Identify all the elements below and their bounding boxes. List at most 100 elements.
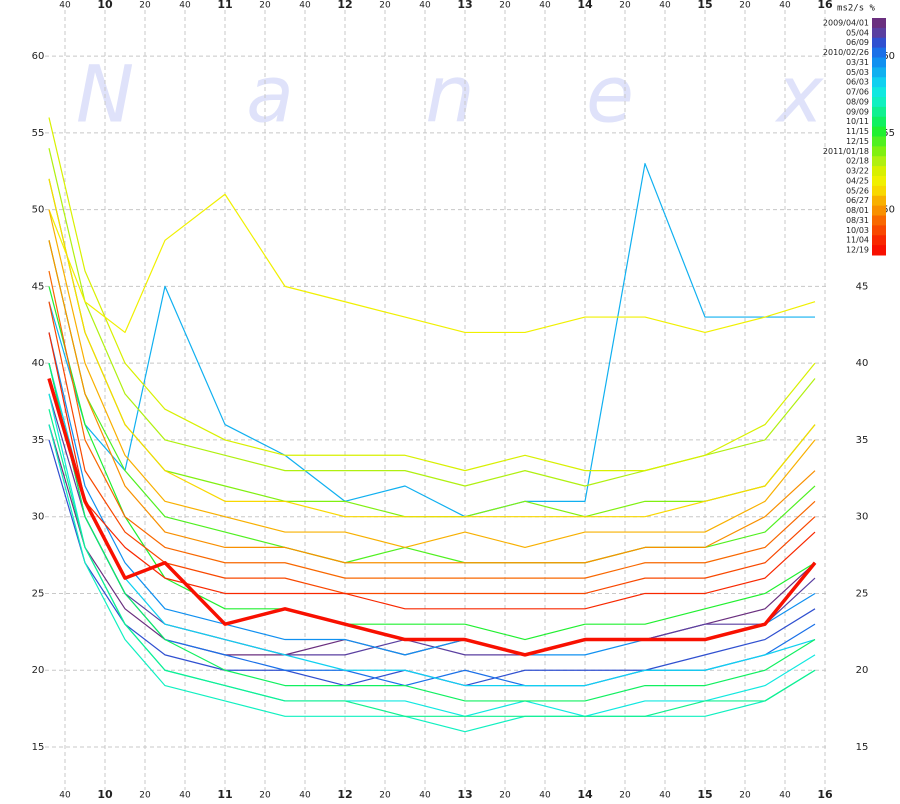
y-tick-label-right: 30: [856, 512, 869, 523]
legend-swatch: [872, 106, 886, 118]
x-tick-label-top: 11: [217, 0, 232, 11]
y-tick-label-right: 45: [856, 281, 869, 292]
x-tick-label-top: 40: [179, 1, 191, 11]
series-line: [48, 178, 816, 518]
series-line: [48, 362, 816, 687]
y-tick-label: 60: [32, 51, 45, 62]
series-line: [48, 409, 816, 717]
legend-label: 07/06: [846, 88, 869, 97]
x-tick-label: 40: [299, 791, 311, 801]
legend-label: 03/22: [846, 167, 869, 176]
series-line: [48, 162, 815, 518]
y-tick-label: 55: [32, 128, 45, 139]
x-tick-label: 20: [259, 791, 271, 801]
colorbar-tick-label: 55: [882, 128, 895, 139]
series-line: [48, 424, 816, 656]
legend-swatch: [872, 166, 886, 177]
legend-swatch: [872, 116, 886, 128]
legend-swatch: [872, 136, 886, 147]
series-line: [48, 270, 816, 579]
x-tick-label: 20: [139, 791, 151, 801]
legend-label: 11/04: [846, 236, 869, 245]
legend-label: 04/25: [846, 176, 869, 185]
legend-label: 06/27: [846, 196, 869, 205]
colorbar-tick-label: 60: [882, 51, 895, 62]
legend-swatch: [872, 97, 886, 108]
x-tick-label: 12: [337, 788, 352, 800]
watermark-letter: n: [425, 50, 474, 140]
series-line: [48, 332, 816, 656]
legend-swatch: [872, 205, 886, 216]
legend-label: 05/03: [846, 68, 869, 77]
legend-label: 06/09: [846, 38, 869, 47]
legend-label: 08/01: [846, 206, 869, 215]
legend-swatch: [872, 176, 886, 187]
legend-swatch: [872, 225, 886, 236]
series-line: [48, 393, 816, 656]
x-tick-label-top: 16: [817, 0, 833, 11]
y-tick-label-right: 25: [856, 588, 869, 599]
y-tick-label: 30: [32, 512, 45, 523]
x-tick-label-top: 10: [97, 0, 113, 11]
colorbar-tick-label: 50: [882, 205, 895, 216]
series-line: [48, 393, 816, 717]
series-line: [48, 363, 816, 702]
x-tick-label: 14: [577, 788, 593, 800]
series-line: [48, 193, 816, 334]
legend-swatch: [872, 47, 886, 58]
highlight-line: [47, 378, 817, 657]
legend-label: 05/04: [846, 28, 869, 37]
legend-label: 08/31: [846, 216, 869, 225]
legend-label: 10/03: [846, 226, 869, 235]
series-line: [48, 363, 816, 687]
x-tick-label: 16: [817, 788, 833, 800]
y-tick-label-right: 15: [856, 742, 869, 753]
watermark-letter: x: [774, 50, 824, 140]
x-tick-label-top: 20: [739, 1, 751, 11]
legend-label: 05/26: [846, 186, 869, 195]
legend-swatch: [872, 87, 886, 98]
legend-label: 2011/01/18: [823, 147, 869, 156]
legend-label: 08/09: [846, 97, 869, 106]
x-tick-label-top: 20: [139, 1, 151, 11]
x-tick-label-top: 13: [457, 0, 472, 11]
legend-swatch: [872, 57, 886, 68]
x-tick-label: 20: [619, 791, 631, 801]
y-tick-label: 50: [32, 205, 45, 216]
legend-swatch: [872, 235, 886, 246]
x-tick-label-top: 20: [379, 1, 391, 11]
x-tick-label-top: 20: [499, 1, 511, 11]
legend-swatch: [872, 185, 886, 197]
x-tick-label: 40: [659, 791, 671, 801]
series-line: [48, 332, 816, 610]
x-tick-label: 10: [97, 788, 113, 800]
legend-swatch: [872, 18, 886, 29]
legend-swatch: [872, 27, 886, 39]
y-tick-label: 35: [32, 435, 45, 446]
x-tick-label: 20: [739, 791, 751, 801]
series-line: [48, 301, 816, 595]
y-tick-label: 15: [32, 742, 45, 753]
x-tick-label: 15: [697, 788, 712, 800]
series-line: [48, 178, 816, 518]
legend-swatch: [872, 195, 886, 207]
x-tick-label: 11: [217, 788, 232, 800]
series-line: [48, 240, 816, 564]
legend-label: 11/15: [846, 127, 869, 136]
y-tick-label: 25: [32, 588, 45, 599]
x-tick-label-top: 15: [697, 0, 712, 11]
x-tick-label-top: 40: [299, 1, 311, 11]
legend-label: 12/19: [846, 246, 869, 255]
legend-label: 03/31: [846, 58, 869, 67]
legend-label: 2010/02/26: [823, 48, 869, 57]
series-line: [48, 148, 816, 487]
x-tick-label: 20: [499, 791, 511, 801]
x-tick-label: 13: [457, 788, 472, 800]
y-tick-label-right: 20: [856, 665, 869, 676]
x-tick-label-top: 12: [337, 0, 352, 11]
legend-swatch: [872, 37, 886, 49]
series-line: [48, 117, 816, 472]
x-tick-label-top: 40: [659, 1, 671, 11]
x-tick-label: 40: [59, 791, 71, 801]
